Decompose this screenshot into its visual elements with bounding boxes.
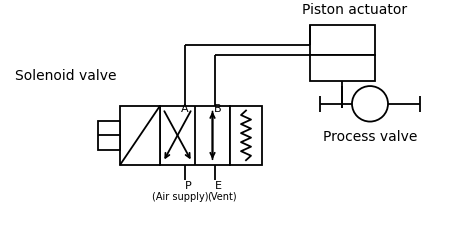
Text: E: E — [215, 181, 221, 191]
Text: (Vent): (Vent) — [207, 192, 237, 202]
Text: P: P — [185, 181, 191, 191]
Bar — [310, 25, 375, 55]
Text: A: A — [181, 104, 189, 114]
Text: Solenoid valve: Solenoid valve — [15, 69, 117, 83]
Text: Process valve: Process valve — [323, 130, 417, 144]
Bar — [310, 55, 375, 81]
Bar — [230, 106, 262, 165]
Text: B: B — [214, 104, 222, 114]
Bar — [98, 121, 120, 150]
Bar — [160, 106, 230, 165]
Text: Piston actuator: Piston actuator — [302, 3, 408, 17]
Bar — [120, 106, 160, 165]
Text: (Air supply): (Air supply) — [152, 192, 208, 202]
